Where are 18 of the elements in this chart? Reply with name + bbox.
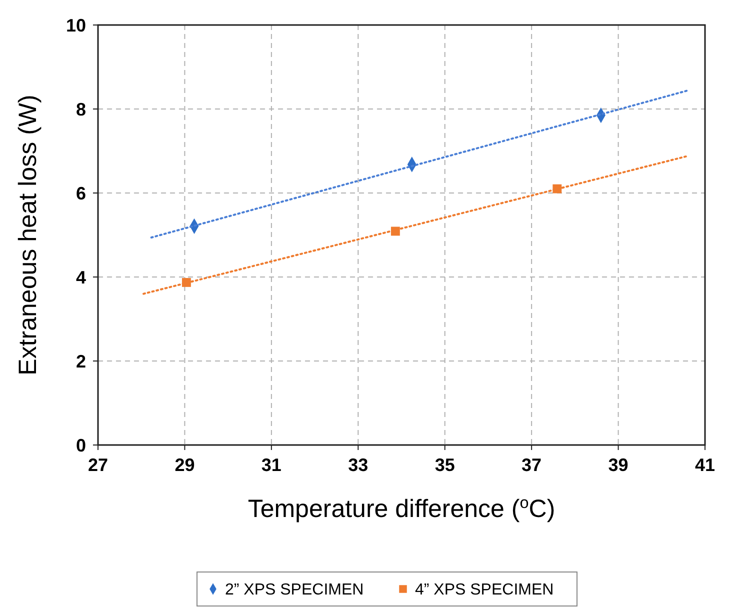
y-tick-label: 4 [76, 267, 86, 288]
y-axis-title: Extraneous heat loss (W) [14, 94, 42, 376]
x-tick-label: 39 [608, 455, 628, 475]
y-tick-label: 2 [76, 351, 86, 372]
legend-label: 2” XPS SPECIMEN [225, 582, 364, 599]
y-tick-label: 8 [76, 99, 86, 120]
x-axis-title: Temperature difference ($^{o}$C) [248, 494, 556, 523]
y-tick-label: 10 [66, 15, 86, 36]
x-tick-label: 41 [694, 455, 716, 475]
x-tick-label: 37 [522, 455, 542, 475]
x-tick-label: 33 [348, 455, 368, 475]
y-tick-label: 0 [76, 435, 86, 456]
legend-label: 4” XPS SPECIMEN [415, 582, 554, 599]
y-tick-label: 6 [76, 183, 86, 204]
x-tick-label: 35 [434, 455, 455, 475]
x-tick-label: 27 [88, 455, 108, 475]
x-tick-label: 31 [261, 455, 282, 475]
x-tick-label: 29 [174, 455, 195, 475]
